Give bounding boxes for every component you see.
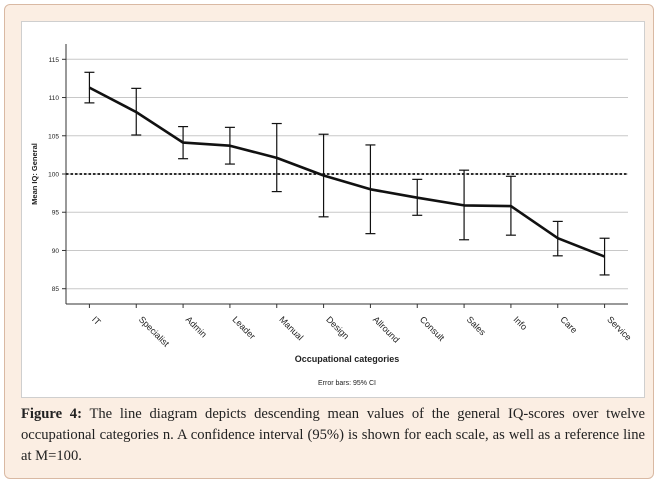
x-tick-label-allround: Allround <box>371 314 401 344</box>
x-tick-label-info: Info <box>512 314 530 332</box>
x-tick-label-consult: Consult <box>418 314 447 343</box>
error-bar-note: Error bars: 95% CI <box>318 380 376 387</box>
x-tick-label-admin: Admin <box>184 314 209 339</box>
caption-label: Figure 4: <box>21 406 82 422</box>
figure-caption: Figure 4: The line diagram depicts desce… <box>21 404 645 467</box>
y-axis-title: Mean IQ: General <box>30 143 39 205</box>
y-tick-label-90: 90 <box>52 248 60 255</box>
x-axis-title: Occupational categories <box>295 354 400 364</box>
series-line-mean <box>88 86 606 258</box>
x-tick-label-manual: Manual <box>277 314 305 342</box>
x-tick-label-design: Design <box>324 314 351 341</box>
y-tick-label-100: 100 <box>48 172 59 179</box>
line-chart: 85 90 95 100 105 110 115 IT Specialist Admin Leade… <box>30 44 633 387</box>
x-tick-label-sales: Sales <box>465 314 488 337</box>
x-tick-label-specialist: Specialist <box>137 314 172 349</box>
y-tick-label-95: 95 <box>52 210 60 217</box>
x-tick-label-leader: Leader <box>231 314 258 341</box>
x-tick-label-service: Service <box>605 314 633 342</box>
x-tick-label-it: IT <box>90 314 103 327</box>
y-tick-label-85: 85 <box>52 286 60 293</box>
y-tick-label-110: 110 <box>49 95 60 102</box>
x-tick-label-care: Care <box>558 314 579 335</box>
figure-card: 85 90 95 100 105 110 115 IT Specialist Admin Leade… <box>4 4 654 479</box>
y-tick-label-105: 105 <box>48 133 59 140</box>
caption-text: The line diagram depicts descending mean… <box>21 406 645 464</box>
chart-container: 85 90 95 100 105 110 115 IT Specialist Admin Leade… <box>21 21 645 398</box>
y-tick-label-115: 115 <box>49 57 60 64</box>
